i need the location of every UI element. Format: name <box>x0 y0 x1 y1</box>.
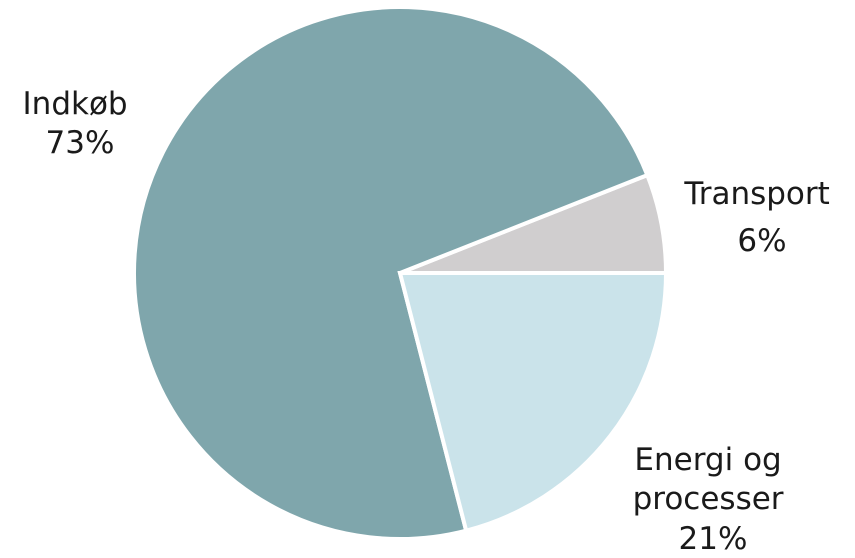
slice-label-energi-og-processer: Energi og processer 21% <box>633 442 794 557</box>
pie-slices <box>132 5 669 541</box>
pie-slice-indkob <box>132 5 650 541</box>
slice-label-transport: Transport 6% <box>683 176 839 259</box>
slice-label-indkob: Indkøb 73% <box>23 86 138 161</box>
pie-slice-energi-og-processer <box>397 271 669 534</box>
pie-labels: Indkøb 73% Transport 6% Energi og proces… <box>23 86 839 557</box>
